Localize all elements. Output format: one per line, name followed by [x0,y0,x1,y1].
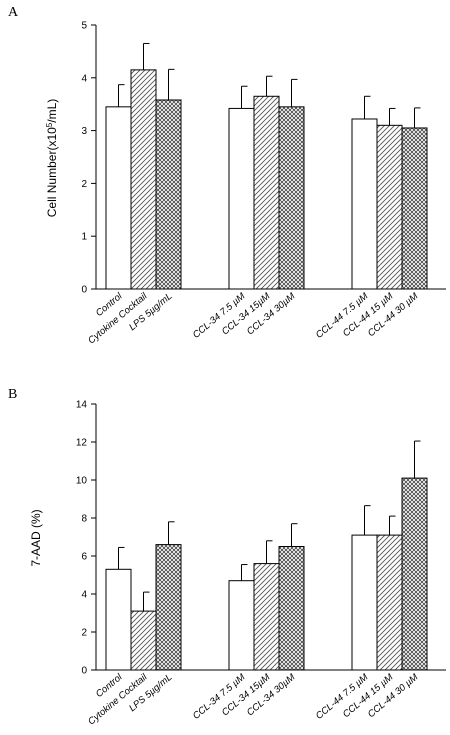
panel-a-bar [376,124,403,290]
panel-b-y-tick-label: 4 [81,590,87,601]
panel-a-bar [401,127,428,290]
panel-b-y-tick-label: 2 [81,628,87,639]
panel-a-ylabel: Cell Number(x105/mL) [45,99,60,217]
panel-a-y-tick-label: 3 [81,126,87,137]
panel-b-bar [278,546,305,671]
panel-a-y-tick-label: 4 [81,73,87,84]
panel-a-bar [351,118,378,290]
panel-a-bar [278,106,305,290]
panel-b-bar [401,477,428,671]
panel-b-bar [130,610,157,671]
panel-b-bar [228,580,255,671]
panel-b-label: B [8,387,17,402]
panel-b-y-tick-label: 10 [76,476,88,487]
panel-b-bar [351,534,378,671]
panel-a-y-tick-label: 5 [81,21,87,32]
panel-b-bar [155,544,182,671]
panel-a-bar [105,106,132,290]
panel-b-bar [376,534,403,671]
panel-a-y-tick-label: 2 [81,179,87,190]
panel-b-y-tick-label: 12 [76,438,88,449]
panel-a-bar [228,107,255,290]
panel-b-bar [105,568,132,671]
panel-b-y-tick-label: 6 [81,552,87,563]
panel-b-y-tick-label: 0 [81,666,87,677]
panel-a-bar [130,69,157,290]
panel-b-y-tick-label: 14 [76,400,88,411]
panel-b-ylabel: 7-AAD (%) [29,509,43,566]
panel-a-y-tick-label: 0 [81,285,87,296]
panel-a-label: A [8,5,19,20]
panel-a-bar [253,95,280,290]
panel-b-bar [253,563,280,671]
panel-a-y-tick-label: 1 [81,232,87,243]
panel-a-bar [155,99,182,290]
panel-b-y-tick-label: 8 [81,514,87,525]
